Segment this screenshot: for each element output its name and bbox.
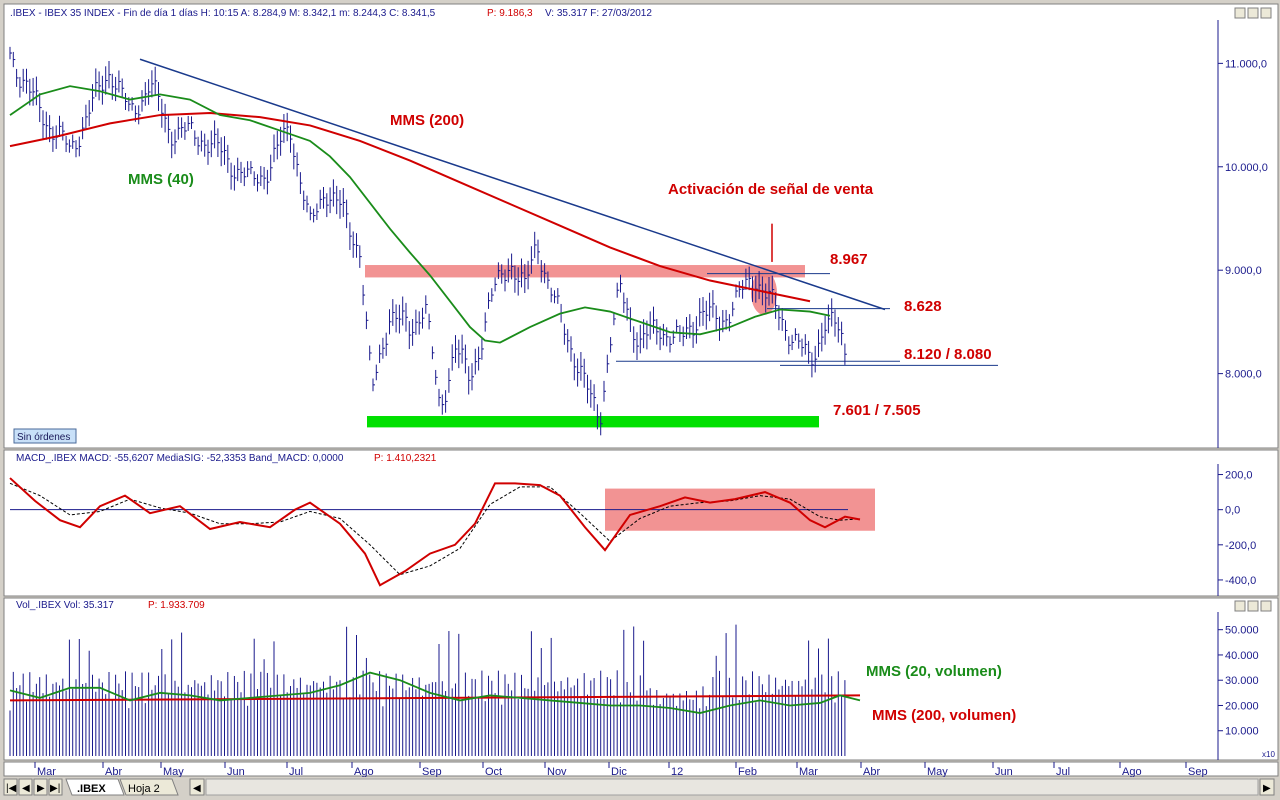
volume-panel (3, 597, 1279, 761)
macd-plot: 200,0 0,0 -200,0 -400,0 (9, 470, 1256, 587)
last-icon: ▶| (50, 783, 60, 794)
hscroll-right-button[interactable] (1259, 778, 1275, 796)
sin-ordenes-button[interactable] (13, 428, 77, 444)
x-tick-label: Dic (611, 766, 627, 778)
tab-hoja2-label: Hoja 2 (128, 783, 160, 795)
maximize-button[interactable] (1247, 7, 1259, 19)
macd-y-tick-label: -200,0 (1225, 540, 1256, 552)
vol-y-tick-label: 50.000 (1225, 625, 1259, 637)
macd-y-tick-label: 200,0 (1225, 470, 1253, 482)
x-tick-label: Abr (863, 766, 880, 778)
sin-ordenes-label: Sin órdenes (17, 432, 70, 443)
x-tick-label: Nov (547, 766, 567, 778)
vol-mms200-line (9, 694, 861, 702)
volume-window-controls[interactable] (1234, 600, 1272, 612)
price-header: .IBEX - IBEX 35 INDEX - Fin de día 1 día… (10, 8, 436, 19)
tab-ibex-label: .IBEX (77, 783, 106, 795)
x-tick-label: Jun (227, 766, 245, 778)
price-y-tick-label: 11.000,0 (1225, 58, 1267, 70)
x-tick-label: Sep (422, 766, 442, 778)
x-tick-label: Ago (1122, 766, 1142, 778)
tab-hoja2[interactable] (119, 778, 179, 796)
level-8628-label: 8.628 (904, 298, 942, 315)
close-button[interactable] (1260, 7, 1272, 19)
price-header-bar (5, 5, 1277, 19)
price-y-tick-label: 10.000,0 (1225, 162, 1268, 174)
price-header-tail: V: 35.317 F: 27/03/2012 (545, 8, 652, 19)
price-y-tick-label: 8.000,0 (1225, 369, 1262, 381)
x-tick-label: Jul (1056, 766, 1070, 778)
macd-header-p: P: 1.410,2321 (374, 453, 437, 464)
x-tick-label: Oct (485, 766, 502, 778)
macd-y-tick-label: 0,0 (1225, 505, 1240, 517)
macd-y-tick-label: -400,0 (1225, 575, 1256, 587)
minimize-button[interactable] (1234, 7, 1246, 19)
macd-signal-line (9, 482, 861, 576)
x-tick-label: Jun (995, 766, 1013, 778)
volume-minimize-button[interactable] (1234, 600, 1246, 612)
prev-icon: ◀ (22, 783, 30, 794)
mms200v-label: MMS (200, volumen) (872, 707, 1016, 724)
volume-close-button[interactable] (1260, 600, 1272, 612)
volume-header-p: P: 1.933.709 (148, 600, 205, 611)
x-tick-label: 12 (671, 766, 683, 778)
tab-last-button[interactable] (48, 778, 63, 796)
volume-header: Vol_.IBEX Vol: 35.317 (16, 600, 114, 611)
vol-y-tick-label: 30.000 (1225, 675, 1259, 687)
x-tick-label: Ago (354, 766, 374, 778)
x10-label: x10 (1262, 750, 1275, 759)
price-window-controls[interactable] (1234, 7, 1272, 19)
level-8967-label: 8.967 (830, 251, 868, 268)
tab-next-button[interactable] (33, 778, 48, 796)
macd-header: MACD_.IBEX MACD: -55,6207 MediaSIG: -52,… (16, 453, 344, 464)
resistance-zone (365, 265, 805, 278)
support-zone (367, 416, 819, 428)
vol-mms20-line (9, 671, 861, 714)
scroll-right-icon: ▶ (1263, 783, 1271, 794)
x-tick-label: Sep (1188, 766, 1208, 778)
x-tick-label: Jul (289, 766, 303, 778)
hscroll-left-button[interactable] (189, 778, 205, 796)
vol-y-tick-label: 10.000 (1225, 726, 1259, 738)
x-tick-label: May (163, 766, 184, 778)
mms20v-label: MMS (20, volumen) (866, 663, 1002, 680)
x-tick-label: Abr (105, 766, 122, 778)
tab-ibex[interactable] (65, 778, 125, 796)
x-axis-strip (3, 761, 1279, 777)
price-header-p: P: 9.186,3 (487, 8, 533, 19)
price-plot: 11.000,0 10.000,0 9.000,0 8.000,0 (9, 46, 1268, 436)
x-tick-label: May (927, 766, 948, 778)
x-tick-label: Mar (37, 766, 56, 778)
level-7601-label: 7.601 / 7.505 (833, 402, 921, 419)
hscroll-track[interactable] (205, 778, 1259, 796)
x-tick-label: Feb (738, 766, 757, 778)
mms200-label: MMS (200) (390, 112, 464, 129)
macd-line (9, 477, 861, 587)
sheet-tabs: |◀ ◀ ▶ ▶| .IBEX Hoja 2 ◀ ▶ (0, 777, 1280, 800)
activacion-label: Activación de señal de venta (668, 181, 874, 198)
volume-maximize-button[interactable] (1247, 600, 1259, 612)
next-icon: ▶ (37, 783, 45, 794)
tab-first-button[interactable] (3, 778, 18, 796)
mms200-line (9, 112, 811, 303)
volume-bars (9, 624, 846, 756)
vol-y-tick-label: 20.000 (1225, 700, 1259, 712)
signal-circle (751, 270, 777, 315)
vol-y-tick-label: 40.000 (1225, 650, 1259, 662)
scroll-left-icon: ◀ (193, 783, 201, 794)
level-8120-label: 8.120 / 8.080 (904, 346, 992, 363)
tab-prev-button[interactable] (18, 778, 33, 796)
volume-plot: 50.000 40.000 30.000 20.000 10.000 (9, 624, 1259, 756)
price-panel (3, 3, 1279, 449)
first-icon: |◀ (6, 783, 17, 794)
x-axis: Mar Abr May Jun Jul Ago Sep Oct Nov Dic 12 Feb Mar Ab… (34, 762, 1208, 778)
mms40-line (9, 85, 831, 344)
x-tick-label: Mar (799, 766, 818, 778)
mms40-label: MMS (40) (128, 171, 194, 188)
trendline (139, 58, 886, 311)
price-y-tick-label: 9.000,0 (1225, 265, 1262, 277)
